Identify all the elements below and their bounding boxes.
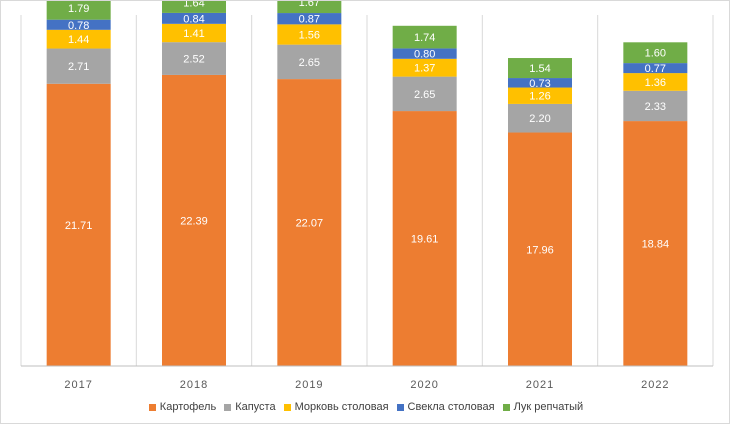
data-label-2020-3: 0.80 [414,49,435,61]
data-label-2022-1: 2.33 [645,101,666,113]
data-label-2017-1: 2.71 [68,61,89,73]
data-label-2021-3: 0.73 [529,78,550,90]
legend-label-3: Свекла столовая [407,401,495,413]
bar-2019-4 [277,1,342,14]
data-label-2018-2: 1.41 [183,28,204,40]
legend-swatch-0 [148,403,156,411]
data-label-2021-1: 2.20 [529,113,550,125]
data-label-2020-2: 1.37 [414,63,435,75]
data-label-2017-3: 0.78 [68,20,89,32]
bar-2020-1 [392,76,457,112]
x-tick-label-2017: 2017 [64,379,92,391]
legend-label-4: Лук репчатый [513,401,584,413]
bar-2022-2 [623,73,688,91]
data-label-2022-4: 1.60 [645,48,666,60]
data-label-2021-4: 1.54 [529,63,550,75]
bar-2017-4 [46,1,111,20]
data-label-2019-0: 22.07 [296,218,324,230]
bar-2022-1 [623,90,688,122]
legend-item-0: Картофель [148,401,217,413]
data-label-2020-1: 2.65 [414,89,435,101]
bar-2018-3 [162,12,226,24]
data-label-2017-4: 1.79 [68,3,89,15]
data-label-2019-4: 1.67 [299,1,320,9]
bar-2019-1 [277,44,342,80]
bar-2021-1 [508,103,572,133]
bar-2018-0 [162,74,226,367]
data-label-2018-1: 2.52 [183,54,204,66]
bar-2022-4 [623,42,688,64]
bar-2020-2 [392,58,457,77]
data-label-2018-4: 1.64 [183,1,204,9]
bar-2021-4 [508,58,572,79]
legend: Картофель Капуста Морковь столовая Свекла с… [1,401,730,413]
data-label-2019-2: 1.56 [299,30,320,42]
data-label-2018-0: 22.39 [180,215,208,227]
bar-2017-3 [46,19,111,30]
legend-label-0: Картофель [159,401,217,413]
data-label-2017-2: 1.44 [68,34,89,46]
bar-2018-4 [162,1,226,13]
data-label-2018-3: 0.84 [183,13,204,25]
legend-item-1: Капуста [224,401,276,413]
bar-2022-0 [623,121,688,366]
legend-swatch-1 [224,403,232,411]
bar-2018-1 [162,42,226,75]
legend-swatch-2 [283,403,291,411]
bar-2021-3 [508,78,572,88]
data-label-2022-3: 0.77 [645,63,666,75]
x-tick-label-2022: 2022 [641,379,669,391]
data-label-2019-1: 2.65 [299,57,320,69]
bar-2018-2 [162,23,226,43]
legend-item-3: Свекла столовая [396,401,495,413]
bar-2017-1 [46,48,111,84]
legend-item-4: Лук репчатый [502,401,584,413]
data-label-2022-0: 18.84 [642,239,670,251]
bar-2019-0 [277,79,342,366]
x-tick-label-2021: 2021 [526,379,554,391]
data-label-2020-0: 19.61 [411,234,439,246]
bar-2022-3 [623,63,688,74]
legend-item-2: Морковь столовая [283,401,389,413]
data-label-2021-2: 1.26 [529,91,550,103]
bar-2017-0 [46,83,111,367]
data-label-2020-4: 1.74 [414,32,435,44]
bar-2019-2 [277,24,342,45]
legend-label-2: Морковь столовая [294,401,389,413]
data-label-2021-0: 17.96 [526,244,554,256]
bar-2020-4 [392,25,457,49]
bar-2021-2 [508,87,572,104]
bar-2020-0 [392,111,457,366]
bar-2021-0 [508,132,572,366]
x-tick-label-2018: 2018 [180,379,208,391]
bar-2017-2 [46,29,111,49]
legend-swatch-4 [502,403,510,411]
bar-2020-3 [392,48,457,59]
data-label-2019-3: 0.87 [299,14,320,26]
data-label-2022-2: 1.36 [645,77,666,89]
data-label-2017-0: 21.71 [65,220,93,232]
legend-swatch-3 [396,403,404,411]
bar-2019-3 [277,13,342,25]
x-tick-label-2020: 2020 [410,379,438,391]
x-tick-label-2019: 2019 [295,379,323,391]
legend-label-1: Капуста [235,401,276,413]
